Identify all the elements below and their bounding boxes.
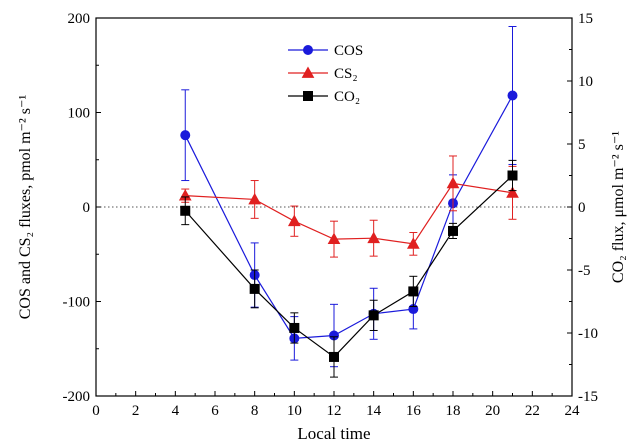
series-line <box>184 175 513 358</box>
legend-label: COS <box>334 43 363 59</box>
series-line <box>185 182 513 245</box>
x-tick-label: 20 <box>485 403 500 419</box>
legend-label: CO₂ <box>334 89 360 105</box>
series-line <box>184 95 514 339</box>
y-right-tick-label: 0 <box>578 200 586 216</box>
x-tick-label: 2 <box>132 403 140 419</box>
y-right-tick-label: -15 <box>578 389 598 405</box>
legend-marker <box>303 91 313 101</box>
y-right-tick-label: 15 <box>578 11 593 27</box>
y-right-tick-label: -5 <box>578 263 591 279</box>
data-point <box>507 170 518 181</box>
data-point <box>249 283 260 294</box>
x-tick-label: 16 <box>406 403 422 419</box>
x-tick-label: 18 <box>446 403 461 419</box>
data-point <box>287 214 301 227</box>
data-point <box>248 192 262 205</box>
data-point <box>289 322 300 333</box>
x-tick-label: 0 <box>92 403 100 419</box>
data-point <box>448 225 458 236</box>
data-point <box>408 286 419 297</box>
legend-marker <box>303 45 313 55</box>
x-axis-label: Local time <box>297 424 370 443</box>
y-left-axis-label: COS and CS₂ fluxes, pmol m⁻² s⁻¹ <box>17 95 34 320</box>
data-point <box>367 231 381 244</box>
data-point <box>446 176 460 189</box>
x-tick-label: 8 <box>251 403 259 419</box>
legend-marker <box>301 66 315 78</box>
y-left-tick-label: 0 <box>83 200 91 216</box>
x-tick-label: 10 <box>287 403 302 419</box>
legend: COS CS₂ CO₂ <box>288 43 363 105</box>
y-left-tick-label: -200 <box>63 389 91 405</box>
x-tick-label: 4 <box>172 403 180 419</box>
x-tick-label: 22 <box>525 403 540 419</box>
x-tick-label: 12 <box>327 403 342 419</box>
data-point <box>506 186 519 198</box>
y-right-axis-label: CO₂ flux, μmol m⁻² s⁻¹ <box>610 131 627 283</box>
y-left-tick-label: 100 <box>68 106 91 122</box>
data-point <box>180 205 191 216</box>
series-cs <box>178 155 519 258</box>
y-right-tick-label: -10 <box>578 326 598 342</box>
x-tick-label: 6 <box>211 403 219 419</box>
y-right-tick-label: 10 <box>578 74 593 90</box>
legend-label: CS₂ <box>334 66 358 82</box>
x-tick-label: 24 <box>565 403 581 419</box>
y-left-tick-label: 200 <box>68 11 91 27</box>
data-point <box>406 237 420 249</box>
data-point <box>180 130 191 141</box>
y-left-tick-label: -100 <box>63 295 91 311</box>
y-right-tick-label: 5 <box>578 137 586 153</box>
data-point <box>329 351 339 362</box>
data-point <box>327 232 341 245</box>
data-point <box>368 310 379 321</box>
x-tick-label: 14 <box>366 403 382 419</box>
series-co <box>180 159 518 378</box>
data-point <box>507 90 518 101</box>
